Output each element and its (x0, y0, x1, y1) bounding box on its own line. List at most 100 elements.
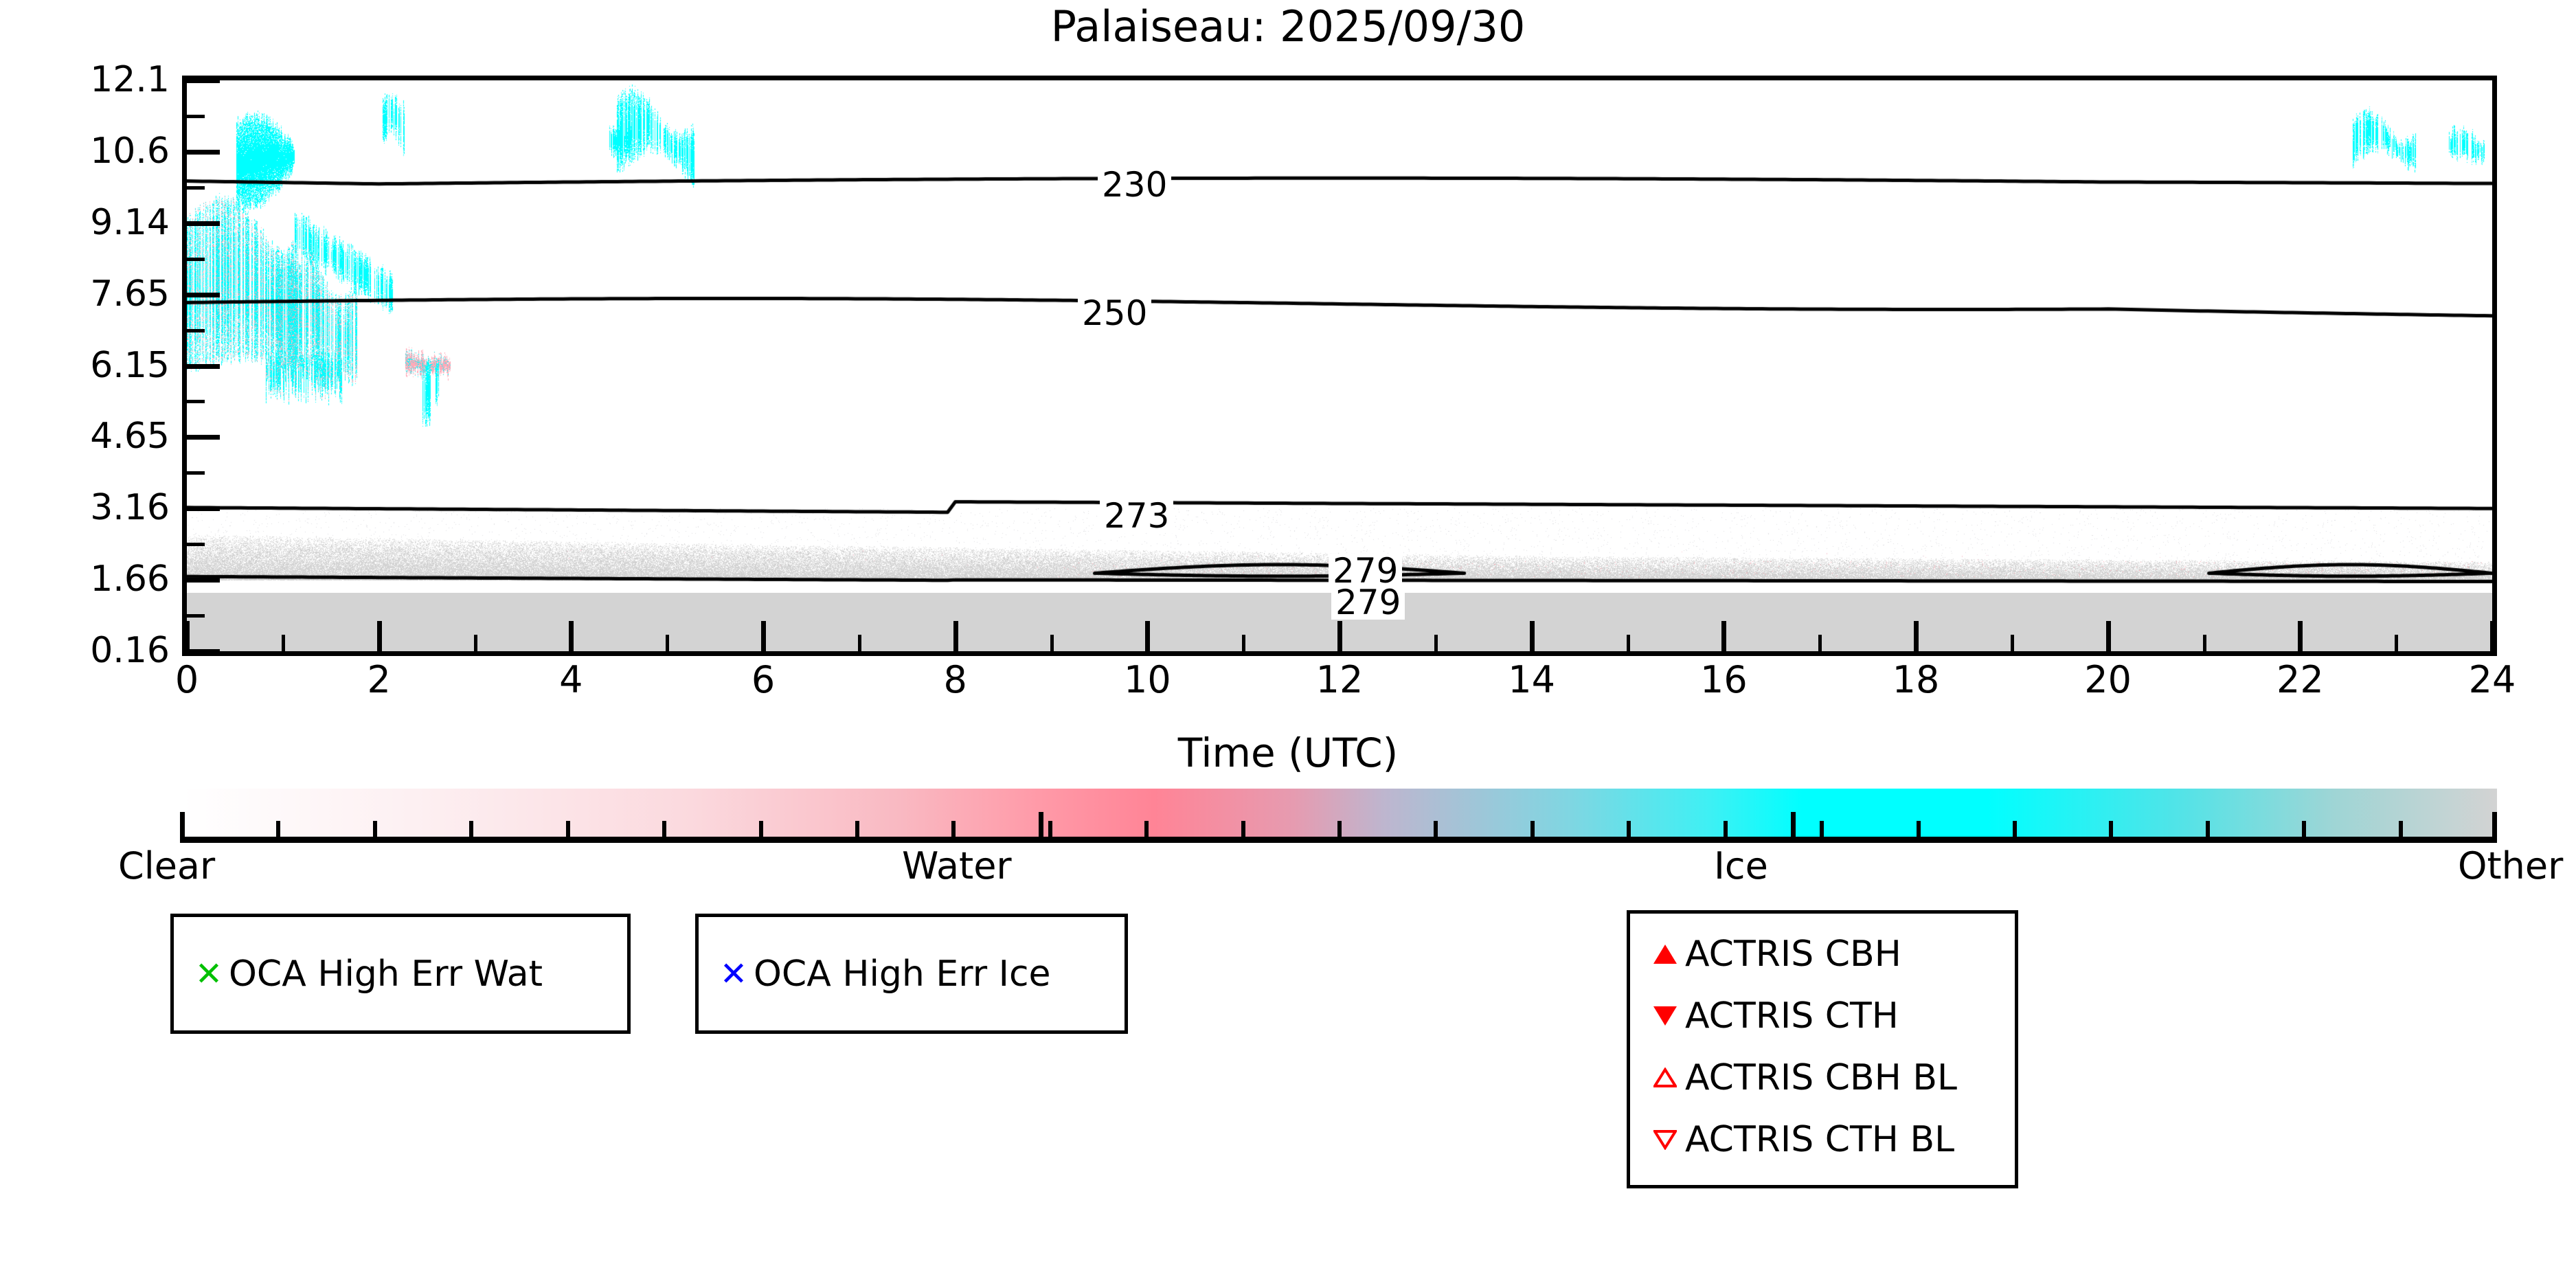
legend-label-actris-cth-bl: ACTRIS CTH BL (1685, 1119, 1955, 1160)
y-tick-minor (187, 328, 205, 332)
colorbar-tick-minor (1530, 821, 1535, 843)
page-title: Palaiseau: 2025/09/30 (1050, 1, 1526, 52)
colorbar-tick-minor (1723, 821, 1728, 843)
y-tick-minor (187, 543, 205, 547)
x-axis-title: Time (UTC) (1177, 730, 1399, 776)
x-tick-label: 8 (943, 658, 967, 701)
colorbar-tick-minor (1144, 821, 1149, 843)
x-tick-minor (2202, 635, 2206, 651)
legend-row-actris-cbh[interactable]: ACTRIS CBH (1630, 923, 2015, 985)
x-tick-major (185, 621, 190, 651)
x-tick-label: 0 (174, 658, 199, 701)
colorbar-tick-minor (565, 821, 570, 843)
y-tick-major (187, 578, 220, 583)
legend-label-oca-ice: OCA High Err Ice (754, 953, 1051, 995)
x-tick-label: 4 (559, 658, 583, 701)
x-tick-label: 18 (1892, 658, 1940, 701)
colorbar-label-water: Water (902, 844, 1012, 888)
x-tick-label: 2 (367, 658, 391, 701)
legend-row-actris-cth-bl[interactable]: ACTRIS CTH BL (1630, 1109, 2015, 1171)
colorbar-tick-minor (1627, 821, 1631, 843)
legend-row-actris-cbh-bl[interactable]: ACTRIS CBH BL (1630, 1047, 2015, 1109)
y-tick-label: 3.16 (90, 487, 170, 529)
y-tick-label: 6.15 (90, 344, 170, 386)
y-tick-major (187, 435, 220, 440)
x-tick-major (376, 621, 382, 651)
contour-label-279-a: 279 (1329, 554, 1403, 588)
y-tick-major (187, 649, 220, 654)
y-tick-label: 9.14 (90, 201, 170, 243)
x-tick-major (761, 621, 766, 651)
x-tick-minor (473, 635, 477, 651)
legend-actris[interactable]: ACTRIS CBH ACTRIS CTH ACTRIS CBH BL ACTR… (1627, 910, 2018, 1188)
x-tick-label: 10 (1123, 658, 1171, 701)
colorbar-tick-minor (2398, 821, 2403, 843)
x-tick-minor (666, 635, 670, 651)
x-tick-minor (2010, 635, 2014, 651)
x-tick-label: 22 (2276, 658, 2324, 701)
x-tick-label: 14 (1508, 658, 1556, 701)
colorbar-tick-minor (2012, 821, 2017, 843)
x-tick-major (2490, 621, 2495, 651)
colorbar-tick-minor (1820, 821, 1824, 843)
contour-label-279-b: 279 (1331, 585, 1405, 620)
x-tick-minor (1242, 635, 1246, 651)
colorbar-tick-minor (1337, 821, 1342, 843)
x-tick-label: 20 (2084, 658, 2132, 701)
y-tick-label: 0.16 (90, 630, 170, 671)
colorbar-tick-major (180, 812, 185, 843)
colorbar-tick-minor (1048, 821, 1052, 843)
x-tick-label: 6 (751, 658, 776, 701)
x-tick-major (2105, 621, 2111, 651)
cross-icon-blue: ✕ (719, 954, 748, 993)
y-tick-major (187, 506, 220, 512)
x-tick-minor (281, 635, 285, 651)
x-tick-minor (1626, 635, 1630, 651)
colorbar-tick-minor (2109, 821, 2114, 843)
y-tick-label: 10.6 (90, 130, 170, 172)
colorbar-tick-minor (2205, 821, 2210, 843)
triangle-down-hollow-icon (1645, 1129, 1685, 1150)
triangle-up-filled-icon (1645, 945, 1685, 964)
colorbar-label-clear: Clear (118, 844, 216, 888)
y-tick-major (187, 292, 220, 297)
colorbar-label-ice: Ice (1714, 844, 1768, 888)
legend-row-actris-cth[interactable]: ACTRIS CTH (1630, 985, 2015, 1047)
triangle-down-filled-icon (1645, 1006, 1685, 1026)
legend-label-actris-cbh-bl: ACTRIS CBH BL (1685, 1057, 1957, 1098)
colorbar-label-other: Other (2458, 844, 2564, 888)
colorbar-tick-minor (2302, 821, 2307, 843)
colorbar-tick-minor (855, 821, 859, 843)
legend-oca-high-err-ice[interactable]: ✕ OCA High Err Ice (695, 914, 1128, 1034)
x-tick-major (569, 621, 574, 651)
x-tick-major (1145, 621, 1151, 651)
y-tick-label: 12.1 (90, 59, 170, 100)
colorbar-tick-minor (1241, 821, 1245, 843)
x-tick-label: 24 (2468, 658, 2516, 701)
colorbar-tick-minor (758, 821, 763, 843)
x-tick-minor (857, 635, 861, 651)
legend-label-actris-cbh: ACTRIS CBH (1685, 934, 1901, 975)
legend-oca-high-err-wat[interactable]: ✕ OCA High Err Wat (170, 914, 631, 1034)
x-tick-minor (1818, 635, 1822, 651)
y-tick-minor (187, 185, 205, 190)
colorbar-tick-minor (372, 821, 377, 843)
y-tick-minor (187, 614, 205, 618)
legend-label-oca-wat: OCA High Err Wat (229, 953, 543, 995)
y-tick-label: 7.65 (90, 273, 170, 315)
colorbar-tick-minor (276, 821, 281, 843)
colorbar-tick-minor (662, 821, 667, 843)
y-tick-major (187, 149, 220, 155)
y-tick-minor (187, 114, 205, 118)
colorbar-tick-minor (951, 821, 956, 843)
y-tick-major (187, 78, 220, 83)
colorbar-tick-minor (1434, 821, 1438, 843)
contour-label-250: 250 (1078, 296, 1152, 330)
x-tick-label: 12 (1315, 658, 1364, 701)
colorbar-tick-minor (1916, 821, 1921, 843)
x-tick-major (1337, 621, 1342, 651)
x-tick-minor (1434, 635, 1438, 651)
colorbar-tick-major (1790, 812, 1796, 843)
x-tick-major (1721, 621, 1727, 651)
triangle-up-hollow-icon (1645, 1067, 1685, 1088)
